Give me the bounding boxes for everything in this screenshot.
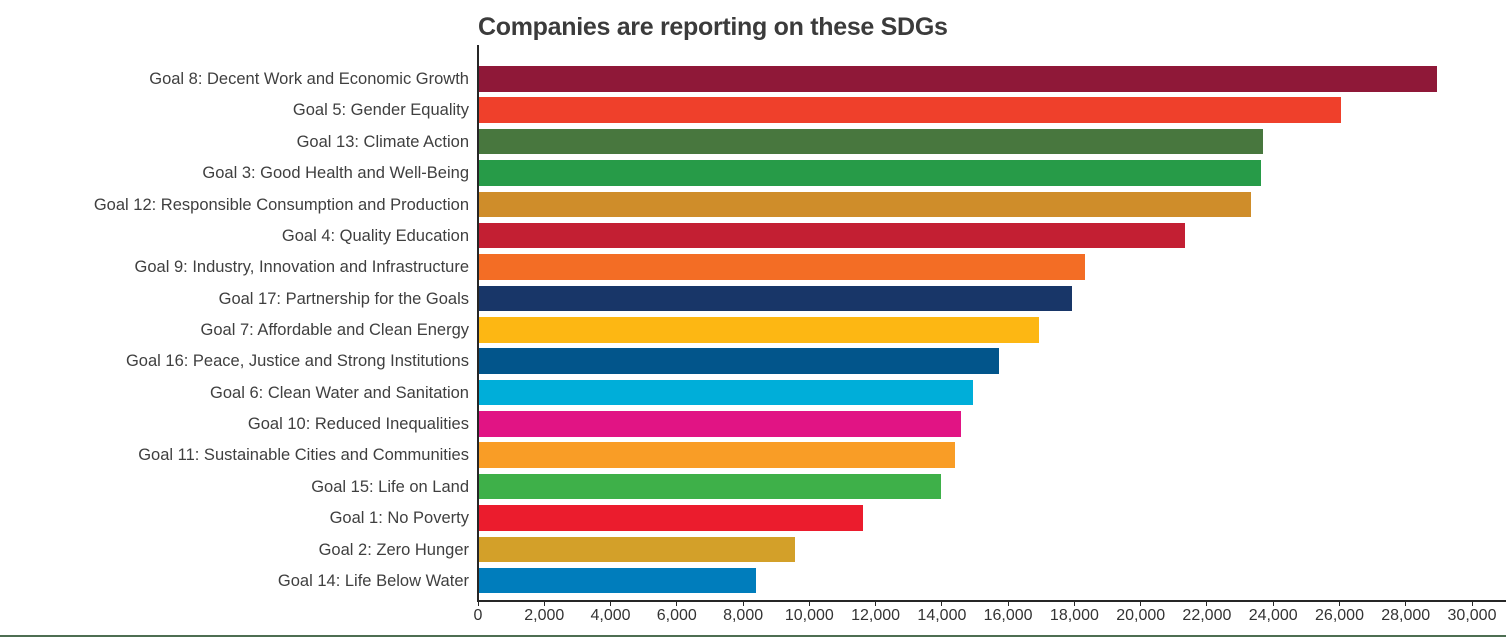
x-tick-mark [941, 602, 943, 606]
bar [479, 254, 1086, 280]
bar-row: Goal 7: Affordable and Clean Energy [0, 317, 1506, 343]
category-label: Goal 10: Reduced Inequalities [247, 415, 469, 434]
bar-row: Goal 5: Gender Equality [0, 97, 1506, 123]
x-tick-label: 10,000 [784, 607, 834, 624]
category-label: Goal 2: Zero Hunger [318, 540, 469, 559]
x-tick-mark [1339, 602, 1340, 606]
x-tick-label: 18,000 [1049, 607, 1099, 624]
x-tick-mark [610, 602, 611, 606]
category-label: Goal 8: Decent Work and Economic Growth [149, 70, 469, 88]
bar [479, 317, 1039, 343]
bar [479, 222, 1185, 249]
category-label: Goal 15: Life on Land [311, 477, 469, 496]
bar [479, 285, 1073, 312]
bar [479, 442, 955, 468]
category-label: Goal 7: Affordable and Clean Energy [200, 321, 469, 339]
bar-row: Goal 12: Responsible Consumption and Pro… [0, 191, 1506, 218]
category-label: Goal 9: Industry, Innovation and Infrast… [134, 258, 469, 277]
x-tick-label: 0 [473, 607, 483, 624]
bar-row: Goal 14: Life Below Water [0, 567, 1506, 594]
bar-row: Goal 13: Climate Action [0, 128, 1506, 155]
bar [479, 536, 796, 563]
x-tick-mark [875, 602, 877, 606]
x-tick-label: 8,000 [723, 607, 764, 624]
x-tick-mark [1007, 602, 1009, 606]
bar-row: Goal 6: Clean Water and Sanitation [0, 379, 1506, 406]
bar [479, 411, 962, 437]
x-tick-mark [808, 602, 810, 606]
x-tick-label: 22,000 [1182, 607, 1232, 624]
chart-title: Companies are reporting on these SDGs [478, 13, 948, 41]
bottom-divider [0, 635, 1506, 637]
bar [479, 567, 756, 594]
x-tick-label: 26,000 [1315, 607, 1364, 624]
category-label: Goal 6: Clean Water and Sanitation [210, 383, 469, 402]
x-tick-mark [1471, 602, 1473, 606]
bar [479, 160, 1261, 186]
x-tick-mark [1405, 602, 1407, 606]
bar-row: Goal 16: Peace, Justice and Strong Insti… [0, 348, 1506, 374]
x-tick-mark [1073, 602, 1075, 606]
category-label: Goal 12: Responsible Consumption and Pro… [93, 195, 469, 214]
bar [479, 191, 1251, 218]
bar-row: Goal 15: Life on Land [0, 473, 1506, 500]
x-tick-label: 16,000 [983, 607, 1033, 624]
x-tick-label: 24,000 [1248, 607, 1298, 624]
y-axis-spine [477, 45, 479, 602]
bar [479, 473, 942, 500]
category-label: Goal 13: Climate Action [296, 132, 469, 151]
x-tick-label: 12,000 [851, 607, 901, 624]
category-label: Goal 11: Sustainable Cities and Communit… [138, 446, 469, 465]
bar [479, 348, 1000, 374]
x-tick-label: 30,000 [1447, 607, 1497, 624]
x-tick-mark [1272, 602, 1274, 606]
bar-row: Goal 17: Partnership for the Goals [0, 285, 1506, 312]
x-tick-mark [477, 602, 479, 606]
x-tick-label: 2,000 [524, 607, 565, 624]
category-label: Goal 1: No Poverty [329, 509, 469, 528]
bar [479, 66, 1437, 92]
bar [479, 379, 973, 406]
bar-row: Goal 3: Good Health and Well-Being [0, 160, 1506, 186]
x-tick-mark [1140, 602, 1142, 606]
bar-row: Goal 1: No Poverty [0, 505, 1506, 531]
x-tick-label: 20,000 [1116, 607, 1166, 624]
x-tick-mark [1206, 602, 1208, 606]
x-tick-label: 6,000 [656, 607, 697, 624]
bar-row: Goal 9: Industry, Innovation and Infrast… [0, 254, 1506, 280]
bar-row: Goal 11: Sustainable Cities and Communit… [0, 442, 1506, 468]
category-label: Goal 17: Partnership for the Goals [218, 289, 469, 308]
bar [479, 505, 864, 531]
bar-row: Goal 10: Reduced Inequalities [0, 411, 1506, 437]
category-label: Goal 14: Life Below Water [277, 571, 469, 590]
x-tick-mark [543, 602, 545, 606]
bar-row: Goal 4: Quality Education [0, 222, 1506, 249]
bar [479, 128, 1263, 155]
category-label: Goal 16: Peace, Justice and Strong Insti… [125, 352, 469, 371]
category-label: Goal 5: Gender Equality [292, 101, 469, 120]
x-tick-label: 14,000 [917, 607, 967, 624]
x-axis-line [477, 600, 1506, 602]
x-tick-mark [676, 602, 678, 606]
x-tick-label: 4,000 [590, 607, 631, 624]
bar [479, 97, 1341, 123]
x-tick-label: 28,000 [1381, 607, 1431, 624]
category-label: Goal 4: Quality Education [281, 226, 469, 245]
bar-row: Goal 8: Decent Work and Economic Growth [0, 66, 1506, 92]
category-label: Goal 3: Good Health and Well-Being [202, 164, 469, 183]
bar-row: Goal 2: Zero Hunger [0, 536, 1506, 563]
x-tick-mark [742, 602, 744, 606]
